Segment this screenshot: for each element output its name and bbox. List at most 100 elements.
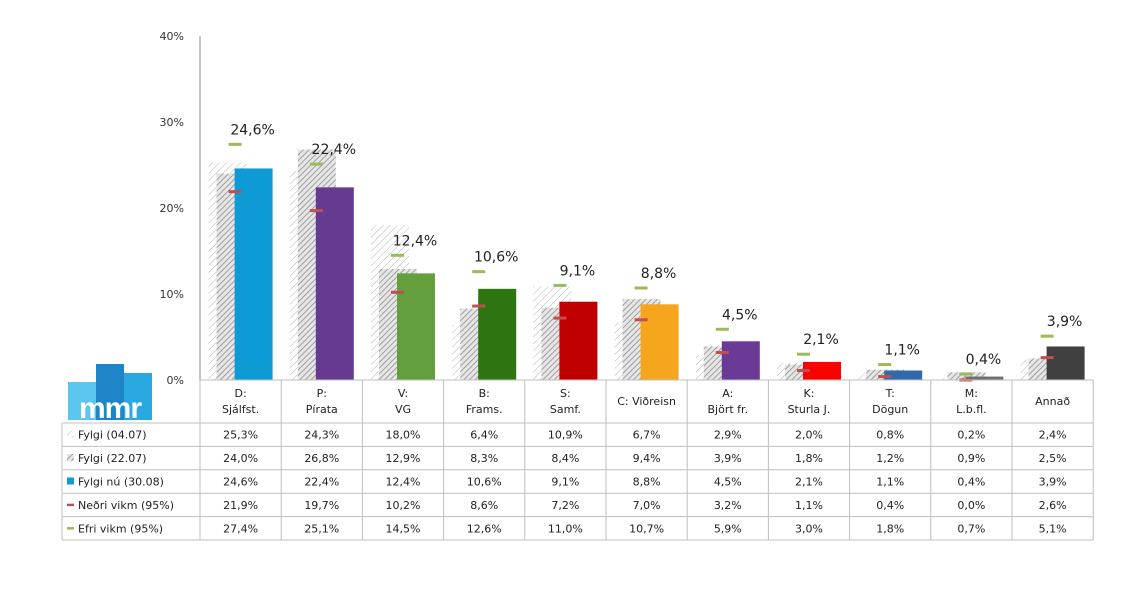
series-name: Fylgi (04.07) [78, 429, 147, 442]
table-cell: 3,0% [795, 522, 823, 535]
table-cell: 1,8% [795, 452, 823, 465]
table-cell: 2,1% [795, 476, 823, 489]
table-cell: 5,9% [714, 522, 742, 535]
table-cell: 8,3% [470, 452, 498, 465]
table-cell: 19,7% [304, 499, 339, 512]
data-label-fylgi-nu: 0,4% [966, 352, 1002, 368]
table-cell: 10,7% [629, 522, 664, 535]
mmr-logo: mmr [68, 364, 152, 425]
table-cell: 3,9% [1039, 476, 1067, 489]
data-labels-layer: 24,6% 22,4% 12,4% 10,6% 9,1% 8,8% 4,5% 2,1% 1,1%… [230, 122, 1082, 368]
category-label-line1: M: [965, 387, 978, 400]
table-cell: 10,6% [467, 476, 502, 489]
bar-fylgi-nu [1046, 346, 1085, 380]
category-label-line1: K: [804, 387, 815, 400]
bar-fylgi-nu [965, 376, 1004, 380]
bar-fylgi-nu [397, 273, 435, 380]
table-cell: 0,7% [957, 522, 985, 535]
bars-layer [208, 149, 1085, 380]
table-cell: 2,5% [1039, 452, 1067, 465]
category-label-line1: D: [235, 387, 247, 400]
markers-layer [228, 142, 1054, 382]
y-tick-label: 10% [160, 288, 184, 301]
series-name: Fylgi (22.07) [78, 452, 147, 465]
bar-fylgi-nu [315, 187, 354, 380]
table-cell: 8,6% [470, 499, 498, 512]
data-label-fylgi-nu: 2,1% [803, 332, 839, 348]
data-label-fylgi-nu: 12,4% [393, 233, 437, 249]
category-label-line2: VG [395, 403, 411, 416]
category-label-line1: S: [560, 387, 571, 400]
legend-key-solid [67, 477, 74, 485]
table-cell: 7,2% [551, 499, 579, 512]
series-name: Efri vikm (95%) [78, 522, 163, 535]
y-tick-label: 40% [160, 30, 184, 43]
table-cell: 0,9% [957, 452, 985, 465]
table-cell: 3,2% [714, 499, 742, 512]
y-tick-label: 30% [160, 116, 184, 129]
table-cell: 24,6% [223, 476, 258, 489]
data-label-fylgi-nu: 3,9% [1047, 314, 1083, 330]
data-label-fylgi-nu: 10,6% [474, 250, 518, 266]
table-cell: 25,1% [304, 522, 339, 535]
table-cell: 1,1% [876, 476, 904, 489]
table-cell: 1,1% [795, 499, 823, 512]
table-cell: 8,4% [551, 452, 579, 465]
table-cell: 1,2% [876, 452, 904, 465]
table-cell: 11,0% [548, 522, 583, 535]
table-cell: 2,0% [795, 429, 823, 442]
table-cell: 0,4% [876, 499, 904, 512]
category-label: C: Viðreisn [617, 395, 676, 408]
table-cell: 26,8% [304, 452, 339, 465]
data-table: D: Sjálfst. P: Pírata V: VG B: Frams. S: Samf. C: … [61, 379, 1094, 541]
category-label-line1: V: [398, 387, 408, 400]
table-cell: 22,4% [304, 476, 339, 489]
legend-key-hatch [67, 454, 74, 462]
category-label-line2: Pírata [306, 403, 338, 416]
table-cell: 12,6% [467, 522, 502, 535]
table-cell: 0,0% [957, 499, 985, 512]
bar-fylgi-nu [478, 288, 517, 380]
legend-key-hatch [67, 430, 74, 438]
table-cell: 12,9% [386, 452, 421, 465]
data-label-fylgi-nu: 4,5% [722, 307, 758, 323]
table-cell: 0,4% [957, 476, 985, 489]
table-cell: 8,8% [633, 476, 661, 489]
bar-fylgi-nu [721, 341, 760, 380]
bar-fylgi-nu [234, 168, 273, 380]
table-cell: 10,2% [386, 499, 421, 512]
table-cell: 0,8% [876, 429, 904, 442]
bar-fylgi-nu [640, 304, 679, 380]
category-label: Annað [1035, 395, 1070, 408]
category-label-line1: B: [479, 387, 490, 400]
table-cell: 1,8% [876, 522, 904, 535]
table-cell: 7,0% [633, 499, 661, 512]
category-label-line2: Frams. [466, 403, 503, 416]
data-label-fylgi-nu: 8,8% [641, 266, 677, 282]
table-cell: 0,2% [957, 429, 985, 442]
table-cell: 9,1% [551, 476, 579, 489]
y-tick-label: 20% [160, 202, 184, 215]
category-label-line1: A: [722, 387, 733, 400]
table-cell: 24,0% [223, 452, 258, 465]
table-cell: 27,4% [223, 522, 258, 535]
table-cell: 10,9% [548, 429, 583, 442]
table-cell: 5,1% [1039, 522, 1067, 535]
table-cell: 2,9% [714, 429, 742, 442]
bar-fylgi-nu [803, 361, 841, 380]
category-label-line2: Samf. [550, 403, 581, 416]
table-cell: 24,3% [304, 429, 339, 442]
y-axis: 40% 30% 20% 10% 0% [160, 30, 201, 387]
category-label-line1: T: [885, 387, 895, 400]
table-cell: 3,9% [714, 452, 742, 465]
data-label-fylgi-nu: 1,1% [884, 343, 920, 359]
table-cell: 14,5% [386, 522, 421, 535]
y-tick-label: 0% [167, 374, 184, 387]
table-cell: 18,0% [386, 429, 421, 442]
data-label-fylgi-nu: 9,1% [560, 263, 596, 279]
table-cell: 9,4% [633, 452, 661, 465]
table-cell: 4,5% [714, 476, 742, 489]
table-cell: 2,6% [1039, 499, 1067, 512]
table-cell: 6,4% [470, 429, 498, 442]
